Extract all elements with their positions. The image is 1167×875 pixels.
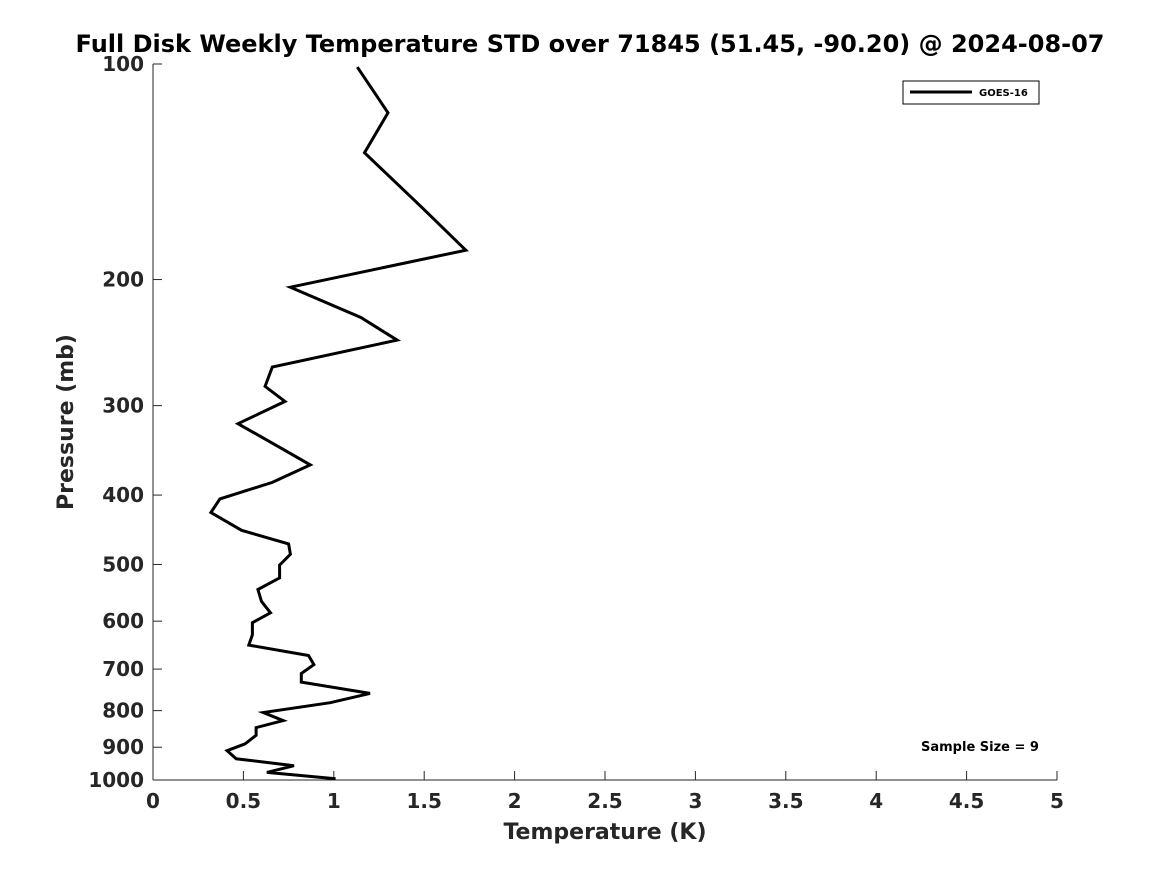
y-tick-label: 500 bbox=[102, 552, 144, 576]
x-tick-label: 2 bbox=[508, 789, 522, 813]
x-tick-label: 0 bbox=[146, 789, 160, 813]
x-axis-label: Temperature (K) bbox=[503, 820, 706, 845]
y-tick-label: 200 bbox=[102, 268, 144, 292]
chart-title: Full Disk Weekly Temperature STD over 71… bbox=[76, 30, 1105, 58]
x-tick-label: 2.5 bbox=[587, 789, 622, 813]
x-tick-label: 4.5 bbox=[949, 789, 984, 813]
y-axis-label: Pressure (mb) bbox=[54, 334, 79, 510]
series-line-goes-16 bbox=[208, 66, 469, 781]
x-tick-label: 3.5 bbox=[768, 789, 803, 813]
y-ticks: 100 200 300 400 500 600 700 800 900 1000 bbox=[88, 52, 162, 792]
y-tick-label: 1000 bbox=[88, 768, 144, 792]
series-layer bbox=[208, 66, 469, 781]
legend-label: GOES-16 bbox=[979, 88, 1028, 99]
sample-size-annotation: Sample Size = 9 bbox=[921, 740, 1039, 755]
y-tick-label: 400 bbox=[102, 483, 144, 507]
legend: GOES-16 bbox=[902, 80, 1040, 105]
y-tick-label: 300 bbox=[102, 394, 144, 418]
x-tick-label: 3 bbox=[688, 789, 702, 813]
x-tick-label: 1.5 bbox=[406, 789, 441, 813]
y-tick-label: 600 bbox=[102, 609, 144, 633]
x-ticks: 0 0.5 1 1.5 2 2.5 3 3.5 4 4.5 5 bbox=[146, 771, 1064, 813]
y-tick-label: 100 bbox=[102, 52, 144, 76]
x-tick-label: 1 bbox=[327, 789, 341, 813]
x-tick-label: 0.5 bbox=[226, 789, 261, 813]
y-tick-label: 800 bbox=[102, 699, 144, 723]
y-tick-label: 900 bbox=[102, 735, 144, 759]
y-tick-label: 700 bbox=[102, 657, 144, 681]
x-tick-label: 4 bbox=[869, 789, 883, 813]
x-tick-label: 5 bbox=[1050, 789, 1064, 813]
